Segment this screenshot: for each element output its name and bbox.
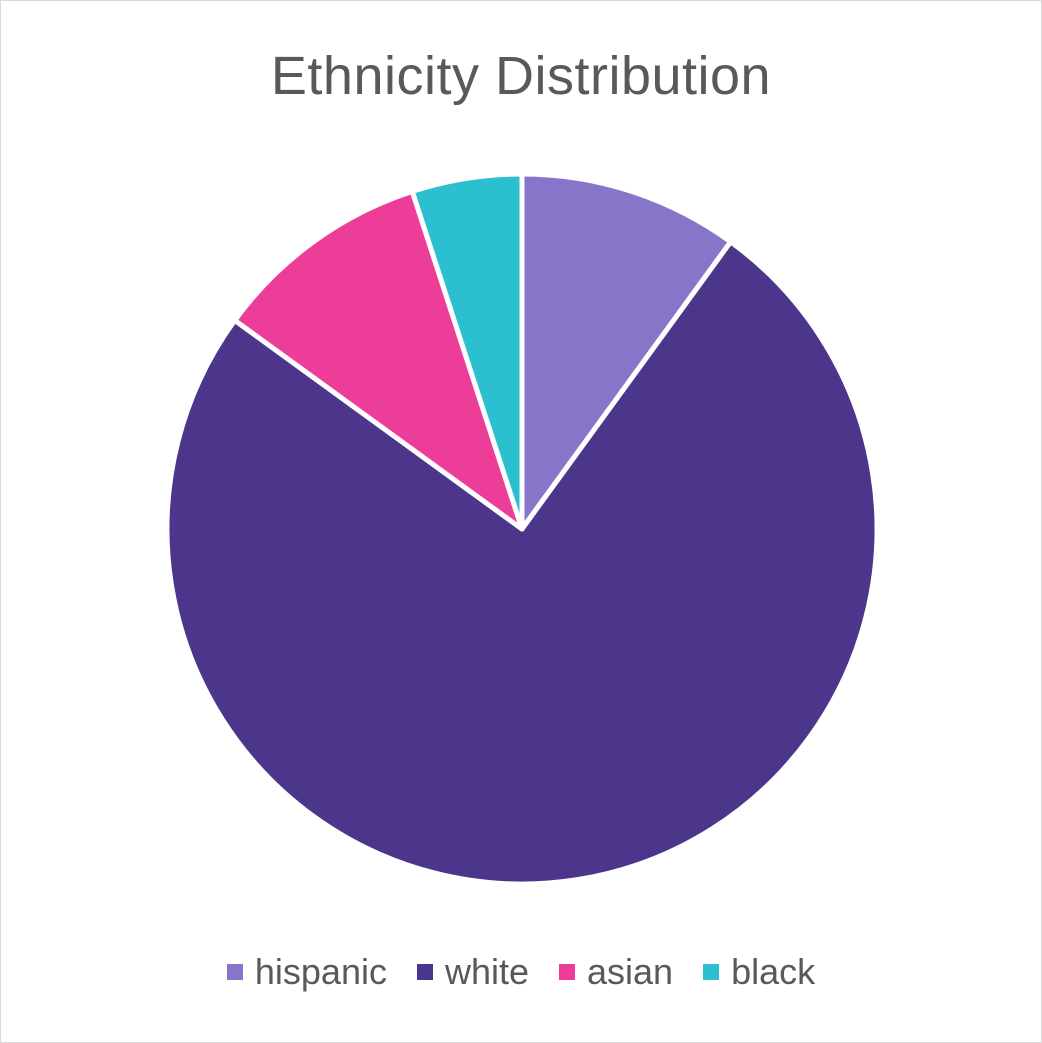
legend-item-asian: asian <box>559 951 673 993</box>
legend-label-black: black <box>731 951 816 992</box>
pie-slice-black <box>409 171 525 532</box>
legend-swatch-white <box>416 964 433 980</box>
chart-title: Ethnicity Distribution <box>270 46 772 106</box>
legend-item-hispanic: hispanic <box>226 951 387 993</box>
legend-swatch-asian <box>559 964 576 980</box>
pie-slice-hispanic <box>519 171 734 532</box>
legend-label-white: white <box>444 951 530 992</box>
legend-item-white: white <box>416 951 530 993</box>
legend-swatch-black <box>703 964 720 980</box>
legend-label-hispanic: hispanic <box>254 951 387 992</box>
legend-swatch-hispanic <box>226 964 243 980</box>
legend-label-asian: asian <box>587 951 674 992</box>
legend-item-black: black <box>703 951 815 993</box>
pie-slice-asian <box>232 188 525 532</box>
legend: hispanic white asian black <box>1 951 1041 993</box>
